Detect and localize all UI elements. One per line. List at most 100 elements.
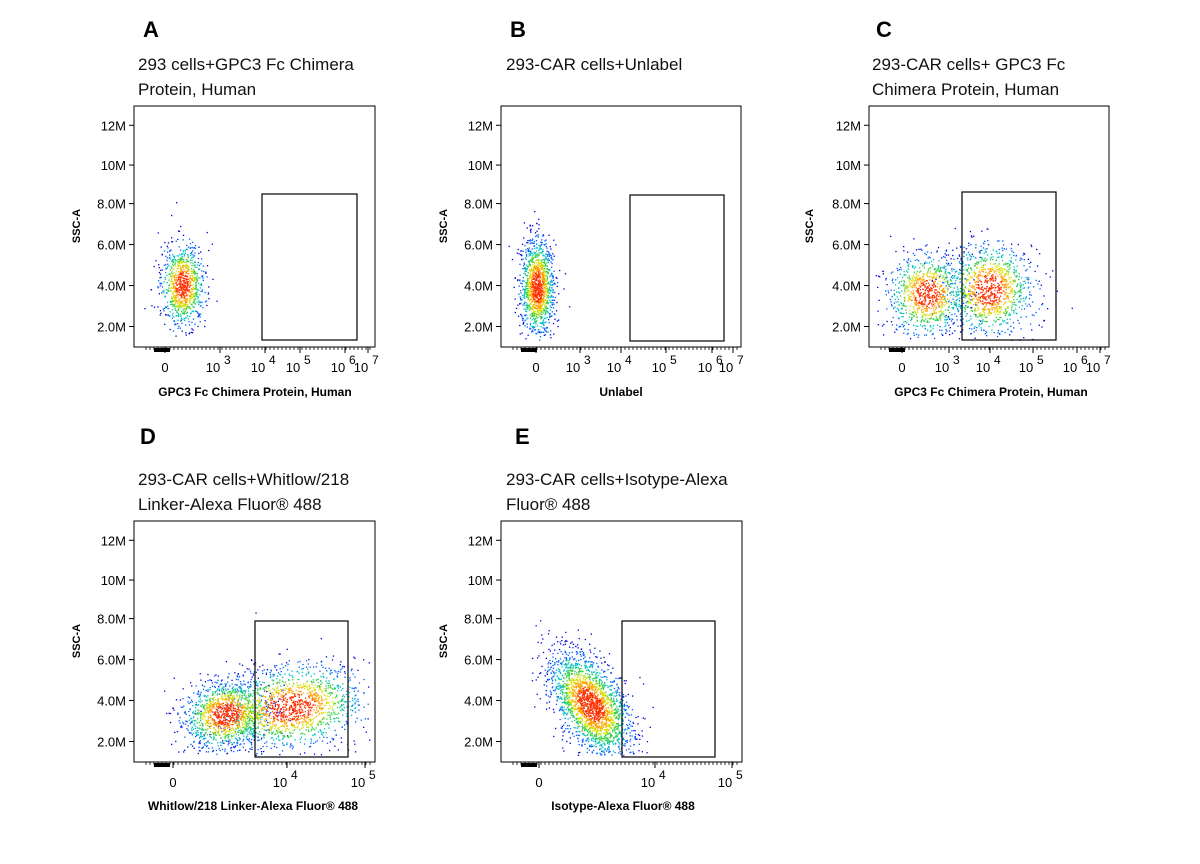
scatter-point [554, 318, 556, 320]
scatter-point [208, 249, 210, 252]
scatter-point [1011, 331, 1013, 333]
scatter-point [934, 268, 936, 270]
scatter-point [190, 271, 192, 273]
gate-rectangle[interactable] [961, 191, 1057, 341]
scatter-point [996, 310, 998, 312]
scatter-point [962, 294, 964, 296]
scatter-point [1003, 275, 1005, 277]
scatter-point [967, 264, 970, 266]
scatter-point [921, 301, 923, 303]
scatter-point [1005, 279, 1007, 281]
scatter-point [970, 235, 973, 237]
scatter-point [982, 300, 984, 302]
scatter-point [189, 285, 191, 287]
scatter-point [981, 270, 983, 272]
scatter-point [173, 709, 175, 711]
scatter-point [904, 299, 906, 301]
scatter-point [543, 282, 545, 284]
scatter-point [1006, 297, 1008, 299]
scatter-point [527, 250, 530, 253]
scatter-point [186, 279, 189, 281]
gate-rectangle[interactable] [261, 193, 358, 341]
scatter-point [271, 742, 273, 745]
scatter-point [936, 293, 939, 296]
scatter-point [185, 312, 188, 314]
scatter-point [970, 333, 972, 335]
scatter-point [542, 298, 544, 300]
gate-rectangle[interactable] [629, 194, 725, 342]
scatter-point [926, 321, 928, 323]
panel-letter: D [140, 424, 156, 449]
scatter-point [981, 322, 983, 324]
scatter-point [192, 310, 194, 312]
scatter-point [541, 331, 543, 333]
scatter-point [536, 279, 538, 281]
scatter-point [545, 288, 547, 290]
scatter-point [971, 328, 973, 330]
scatter-point [529, 307, 531, 309]
scatter-point [369, 739, 371, 741]
scatter-point [531, 319, 533, 321]
scatter-point [936, 324, 939, 326]
scatter-point [531, 325, 533, 327]
scatter-point [171, 280, 173, 282]
scatter-point [1043, 320, 1045, 322]
scatter-point [535, 301, 538, 303]
scatter-point [1014, 279, 1016, 281]
scatter-point [938, 302, 940, 304]
scatter-point [174, 286, 176, 288]
scatter-point [1029, 294, 1031, 296]
scatter-point [1039, 253, 1041, 255]
scatter-point [159, 314, 161, 316]
scatter-point [938, 305, 940, 307]
scatter-point [519, 274, 521, 276]
scatter-point [939, 296, 942, 298]
scatter-point [181, 318, 183, 320]
scatter-point [181, 270, 183, 272]
scatter-point [898, 282, 900, 284]
scatter-point [313, 753, 316, 755]
scatter-point [535, 302, 538, 304]
scatter-point [1028, 286, 1030, 288]
scatter-point [999, 332, 1001, 335]
scatter-point [536, 278, 538, 281]
scatter-point [186, 282, 188, 284]
scatter-point [1008, 268, 1010, 271]
scatter-point [291, 745, 293, 747]
scatter-point [192, 318, 195, 320]
scatter-point [964, 310, 966, 313]
scatter-point [541, 278, 543, 280]
scatter-point [959, 313, 961, 315]
scatter-point [545, 291, 547, 293]
scatter-point [957, 310, 960, 312]
scatter-point [199, 742, 201, 744]
scatter-point [907, 294, 909, 296]
scatter-point [179, 253, 181, 256]
scatter-point [900, 295, 902, 297]
scatter-point [527, 247, 529, 250]
scatter-point [218, 690, 221, 692]
scatter-point [549, 316, 551, 318]
scatter-point [916, 316, 918, 318]
scatter-point [945, 314, 947, 317]
scatter-point [990, 259, 992, 261]
scatter-point [928, 307, 930, 309]
scatter-point [193, 298, 196, 300]
scatter-point [179, 273, 181, 276]
scatter-point [924, 303, 926, 305]
scatter-point [899, 312, 901, 314]
scatter-point [926, 262, 928, 264]
scatter-point [985, 299, 988, 301]
scatter-point [1005, 313, 1007, 315]
scatter-point [237, 679, 239, 681]
scatter-point [909, 313, 911, 315]
scatter-point [199, 305, 201, 307]
scatter-point [541, 242, 543, 244]
scatter-point [523, 302, 525, 305]
scatter-point [198, 742, 200, 744]
scatter-point [177, 308, 179, 311]
scatter-point [895, 250, 897, 253]
scatter-point [1020, 295, 1022, 297]
scatter-point [539, 262, 541, 264]
scatter-point [984, 296, 986, 298]
